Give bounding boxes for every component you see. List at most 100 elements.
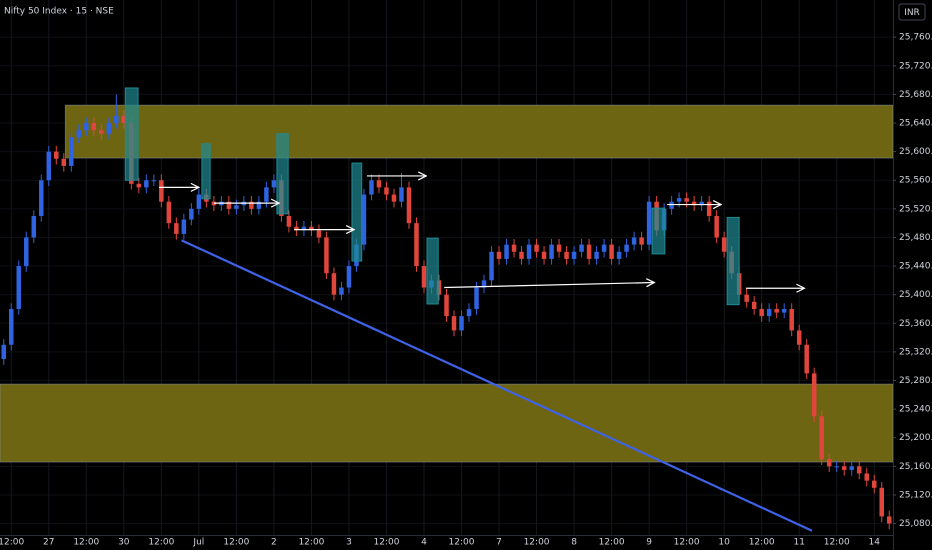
candle-body: [9, 308, 14, 345]
candle-body: [196, 194, 202, 209]
x-tick-label: 12:00: [0, 538, 24, 548]
currency-box[interactable]: [898, 3, 926, 21]
y-tick-label: 25,320.00: [899, 347, 932, 357]
candle-body: [399, 187, 404, 202]
y-tick-label: 25,280.00: [899, 376, 932, 386]
candle-body: [459, 316, 464, 331]
candle-body: [706, 201, 712, 217]
candle-body: [534, 244, 539, 252]
candle-body: [541, 251, 547, 259]
candle-body: [616, 251, 622, 259]
x-tick-label: Jul: [192, 538, 204, 548]
candle-body: [579, 244, 584, 252]
x-tick-label: 12:00: [674, 538, 700, 548]
candle-body: [564, 251, 569, 259]
y-tick-label: 25,640.00: [899, 119, 932, 129]
candle-body: [91, 123, 97, 131]
candle-body: [406, 187, 412, 224]
y-tick-label: 25,080.00: [899, 519, 932, 529]
x-tick-label: 12:00: [749, 538, 775, 548]
candle-body: [249, 201, 254, 209]
candle-body: [721, 237, 727, 252]
x-tick-label: 10: [718, 538, 730, 548]
candle-body: [834, 466, 839, 468]
highlight-box: [276, 133, 289, 215]
candle-body: [871, 480, 877, 488]
x-tick-label: 12:00: [524, 538, 550, 548]
candle-body: [106, 123, 112, 134]
y-tick-label: 25,560.00: [899, 176, 932, 186]
candle-body: [286, 216, 292, 227]
highlight-box: [726, 216, 740, 306]
candle-body: [444, 294, 449, 317]
y-tick-label: 25,720.00: [899, 61, 932, 71]
zone: [64, 104, 893, 159]
candle-body: [624, 244, 629, 252]
candle-body: [766, 308, 772, 317]
candle-body: [69, 137, 74, 166]
candle-body: [609, 244, 614, 259]
candle-body: [61, 158, 67, 166]
candle-body: [639, 237, 644, 245]
x-tick-label: 12:00: [824, 538, 850, 548]
candle-body: [369, 180, 374, 195]
candle-body: [481, 280, 487, 288]
candle-body: [376, 180, 382, 188]
candle-body: [504, 244, 509, 259]
candle-body: [151, 180, 157, 182]
trendline: [181, 239, 813, 532]
candle-body: [826, 459, 832, 467]
candle-body: [166, 201, 172, 224]
x-tick-label: 12:00: [73, 538, 99, 548]
candle-body: [31, 216, 37, 238]
candle-body: [781, 308, 787, 313]
candle-body: [16, 266, 22, 309]
y-tick-label: 25,240.00: [899, 405, 932, 415]
candle-body: [751, 301, 757, 309]
candle-body: [346, 266, 352, 288]
highlight-box: [351, 162, 363, 262]
candle-body: [39, 180, 44, 217]
x-tick-label: 30: [118, 538, 130, 548]
candle-body: [819, 416, 824, 460]
y-tick-label: 25,200.00: [899, 433, 932, 443]
candle-body: [549, 244, 554, 259]
candle-body: [594, 251, 599, 259]
candle-body: [144, 180, 149, 188]
candle-body: [99, 130, 104, 134]
candle-body: [519, 251, 524, 259]
candle-body: [474, 287, 479, 309]
candle-body: [526, 244, 532, 259]
x-tick-label: 2: [271, 538, 277, 548]
candle-body: [271, 180, 277, 188]
candle-body: [849, 466, 854, 470]
candle-body: [774, 308, 779, 313]
candle-body: [1, 344, 7, 360]
candle-body: [496, 251, 502, 259]
candle-body: [421, 266, 427, 288]
y-tick-label: 25,360.00: [899, 319, 932, 329]
arrow: [444, 283, 654, 289]
candle-body: [339, 287, 344, 295]
candle-body: [684, 198, 689, 202]
candle-body: [511, 244, 517, 252]
chart-title: Nifty 50 Index · 15 · NSE: [4, 7, 114, 17]
candle-body: [886, 516, 892, 524]
candle-body: [864, 473, 869, 481]
y-tick-label: 25,480.00: [899, 233, 932, 243]
x-tick-label: 12:00: [449, 538, 475, 548]
candle-body: [391, 194, 397, 202]
candle-body: [796, 330, 802, 345]
x-tick-label: 27: [43, 538, 54, 548]
candle-body: [699, 201, 704, 206]
candle-body: [691, 201, 697, 206]
zone: [0, 383, 893, 463]
candle-body: [841, 466, 847, 470]
candle-body: [669, 201, 674, 209]
candle-body: [189, 208, 194, 220]
candle-body: [556, 244, 562, 252]
candle-body: [264, 187, 269, 202]
